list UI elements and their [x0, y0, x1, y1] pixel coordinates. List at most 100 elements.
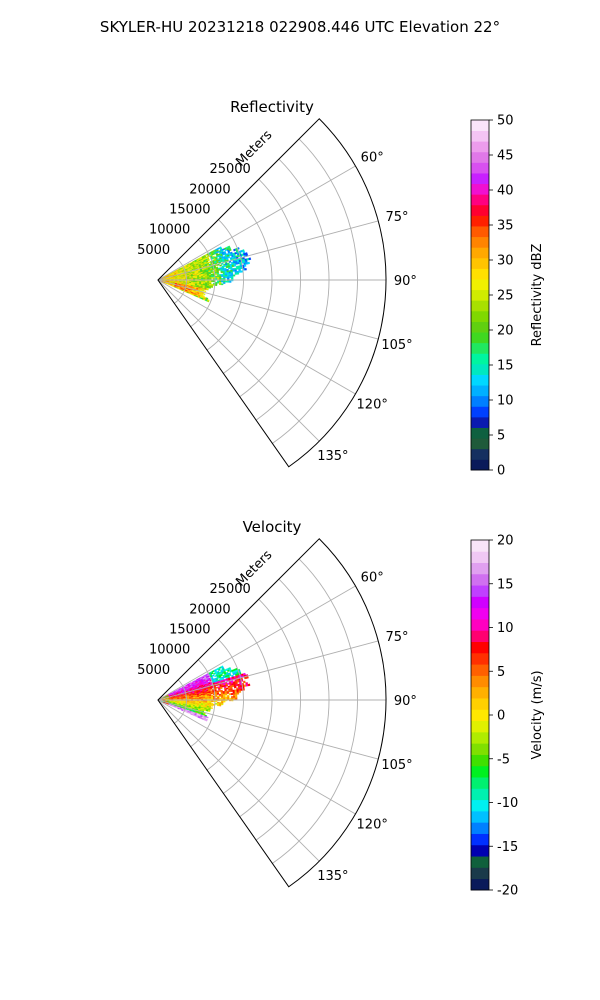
echo-bin [203, 709, 207, 712]
echo-bin [204, 719, 208, 722]
echo-bin [215, 700, 218, 703]
echo-bin [223, 280, 226, 283]
echo-bin [219, 698, 222, 700]
figure-title: SKYLER-HU 20231218 022908.446 UTC Elevat… [100, 18, 500, 36]
echo-bin [219, 278, 222, 280]
echo-bin [236, 692, 240, 695]
colorbar-swatch [471, 664, 489, 676]
echo-bin [211, 700, 214, 703]
colorbar-swatch [471, 675, 489, 688]
echo-bin [207, 277, 210, 279]
echo-bin [228, 690, 231, 693]
echo-bin [210, 286, 214, 288]
echo-bin [225, 684, 229, 687]
echo-bin [220, 703, 224, 706]
azimuth-tick-label: 60° [361, 570, 384, 585]
colorbar-swatch [471, 799, 489, 812]
colorbar-tick-label: 45 [497, 149, 514, 164]
colorbar-swatch [471, 709, 489, 722]
echo-bin [240, 270, 244, 273]
echo-bin [217, 696, 220, 699]
echo-bin [207, 697, 210, 699]
range-tick-label: 15000 [169, 203, 210, 218]
echo-bin [210, 705, 214, 707]
colorbar-tick-label: 25 [497, 289, 514, 304]
azimuth-tick-label: 90° [394, 694, 417, 709]
colorbar-tick-label: 50 [497, 114, 514, 129]
colorbar-swatch [471, 630, 489, 643]
range-ring [255, 158, 330, 421]
echo-bin [218, 268, 221, 271]
colorbar-swatch [471, 459, 489, 471]
colorbar-tick-label: -5 [497, 752, 510, 767]
echo-bin [229, 280, 232, 283]
azimuth-tick-label: 90° [394, 274, 417, 289]
azimuth-spoke [157, 699, 379, 760]
azimuth-tick-label: 60° [361, 150, 384, 165]
reflectivity-colorbar-label: Reflectivity dBZ [530, 244, 545, 347]
echo-bin [211, 674, 215, 677]
echo-bin [225, 697, 228, 700]
echo-bin [215, 698, 218, 700]
echo-bin [211, 698, 214, 700]
range-ring [206, 639, 244, 771]
azimuth-spoke [157, 699, 356, 815]
colorbar-tick-label: 15 [497, 577, 514, 592]
echo-bin [226, 274, 230, 277]
range-ring [206, 219, 244, 351]
echo-bin [228, 274, 232, 277]
echo-bin [234, 272, 238, 275]
colorbar-swatch [471, 363, 489, 375]
colorbar-swatch [471, 844, 489, 857]
echo-bin [233, 264, 237, 267]
colorbar-swatch [471, 353, 489, 365]
echo-bin [216, 693, 220, 695]
echo-bin [233, 686, 237, 689]
colorbar-swatch [471, 833, 489, 846]
range-tick-label: 15000 [169, 623, 210, 638]
echo-bin [211, 697, 214, 699]
echo-bin [228, 271, 232, 274]
colorbar-tick-label: 0 [497, 464, 505, 479]
echo-bin [226, 691, 230, 694]
echo-bin [209, 278, 212, 280]
colorbar-swatch [471, 878, 489, 891]
echo-bin [218, 690, 221, 693]
azimuth-tick-label: 135° [317, 869, 348, 884]
colorbar-swatch [471, 743, 489, 755]
echo-bin [229, 697, 232, 700]
echo-bin [206, 288, 209, 291]
reflectivity-range-axis-label: Meters [233, 127, 275, 169]
colorbar-swatch [471, 731, 489, 744]
colorbar-swatch [471, 686, 489, 699]
colorbar-tick-label: -20 [497, 884, 518, 899]
azimuth-tick-label: 105° [381, 338, 412, 353]
colorbar-swatch [471, 289, 489, 301]
colorbar-swatch [471, 173, 489, 185]
colorbar-swatch [471, 120, 489, 132]
reflectivity-title: Reflectivity [230, 98, 314, 116]
colorbar-swatch [471, 268, 489, 280]
echo-bin [229, 276, 232, 279]
colorbar-swatch [471, 183, 489, 195]
echo-bin [219, 264, 222, 267]
echo-bin [223, 282, 226, 284]
colorbar-swatch [471, 596, 489, 609]
colorbar-tick-label: 20 [497, 324, 514, 339]
echo-bin [231, 696, 234, 699]
velocity-range-ticks: 5000 10000 15000 20000 25000 [137, 582, 251, 678]
echo-bin [236, 267, 239, 270]
colorbar-tick-label: 0 [497, 709, 505, 724]
echo-bin [217, 281, 220, 284]
velocity-colorbar: -20 -15 -10 -5 0 5 10 15 20 [470, 534, 518, 899]
echo-bin [223, 697, 226, 700]
range-tick-label: 5000 [137, 663, 170, 678]
echo-bin [217, 276, 220, 279]
colorbar-swatch [471, 562, 489, 575]
echo-bin [234, 694, 238, 697]
colorbar-tick-label: -10 [497, 796, 518, 811]
echo-bin [217, 278, 220, 280]
azimuth-tick-label: 75° [385, 630, 408, 645]
echo-bin [219, 687, 223, 690]
colorbar-swatch [471, 226, 489, 238]
